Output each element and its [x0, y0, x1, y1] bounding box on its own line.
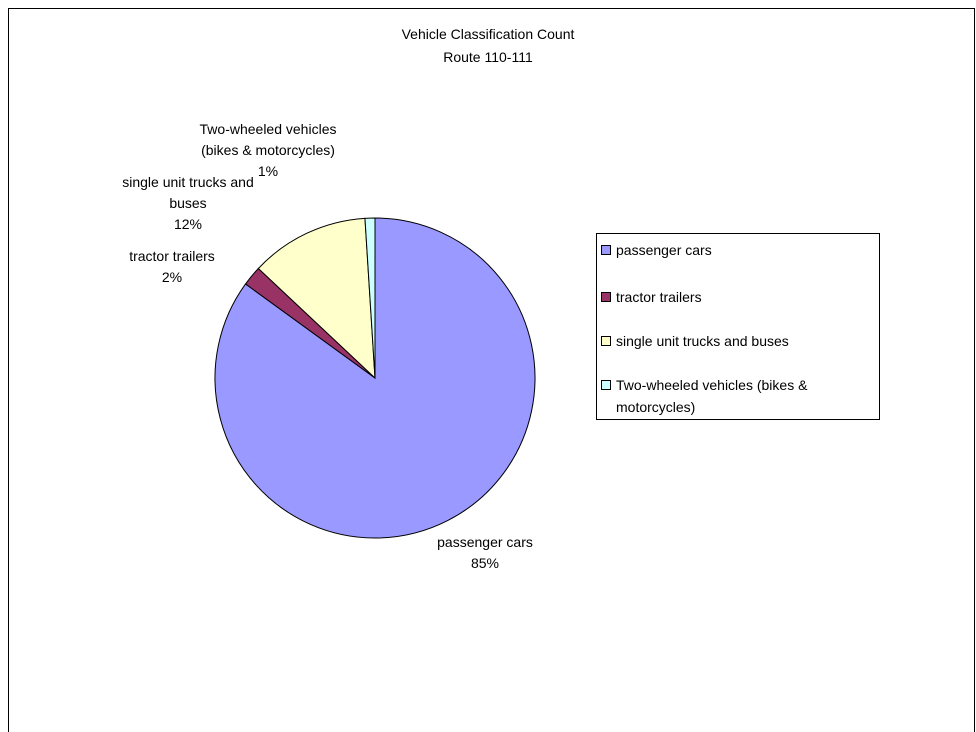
data-label: tractor trailers 2%: [102, 246, 242, 288]
data-label: Two-wheeled vehicles (bikes & motorcycle…: [181, 119, 356, 182]
data-label: single unit trucks and buses 12%: [103, 172, 273, 235]
legend-swatch: [601, 245, 611, 255]
legend-swatch: [601, 336, 611, 346]
data-label: passenger cars 85%: [385, 532, 585, 574]
legend-label: single unit trucks and buses: [616, 333, 789, 349]
legend-label: passenger cars: [616, 242, 712, 258]
data-label-category: passenger cars: [437, 534, 533, 550]
pie-slice: [257, 217, 376, 380]
legend-label: Two-wheeled vehicles (bikes & motorcycle…: [616, 377, 808, 415]
legend-swatch: [601, 380, 611, 390]
legend-swatch: [601, 292, 611, 302]
pie-slice: [364, 217, 376, 379]
chart-title: Vehicle Classification Count: [401, 26, 575, 42]
data-label-category: Two-wheeled vehicles (bikes & motorcycle…: [199, 121, 337, 158]
data-label-value: 85%: [470, 555, 500, 571]
chart-subtitle: Route 110-111: [443, 49, 533, 65]
data-label-category: tractor trailers: [129, 248, 215, 264]
legend-label: tractor trailers: [616, 289, 702, 305]
data-label-category: single unit trucks and buses: [122, 174, 254, 211]
legend: passenger cars tractor trailers single uni…: [596, 233, 880, 420]
data-label-value: 1%: [257, 163, 279, 179]
data-label-value: 12%: [173, 216, 203, 232]
data-label-value: 2%: [161, 269, 183, 285]
